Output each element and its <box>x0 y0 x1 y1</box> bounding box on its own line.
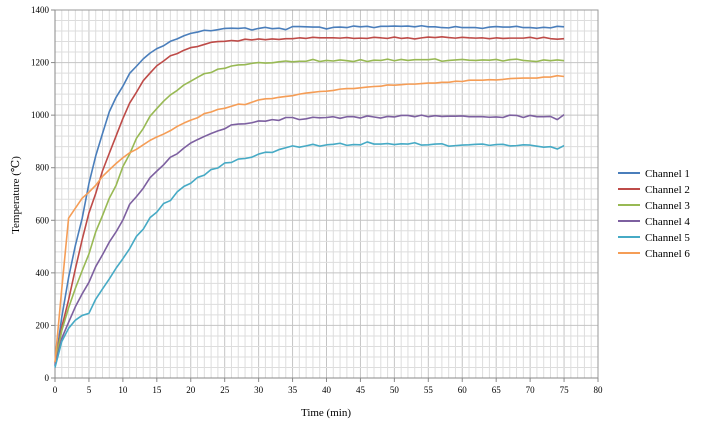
series-line-channel-2 <box>54 36 565 364</box>
legend-label-channel-4: Channel 4 <box>645 216 690 228</box>
x-tick-label: 5 <box>87 385 92 395</box>
x-tick-label: 75 <box>560 385 570 395</box>
x-tick-label: 25 <box>220 385 230 395</box>
legend-label-channel-1: Channel 1 <box>645 168 690 180</box>
y-tick-label: 400 <box>36 268 50 278</box>
y-tick-label: 800 <box>36 163 50 173</box>
legend-label-channel-2: Channel 2 <box>645 184 690 196</box>
legend-label-channel-3: Channel 3 <box>645 200 690 212</box>
y-tick-label: 1200 <box>31 58 50 68</box>
x-tick-label: 65 <box>492 385 502 395</box>
series-line-channel-4 <box>54 113 565 366</box>
y-tick-label: 200 <box>36 320 50 330</box>
x-tick-label: 70 <box>526 385 536 395</box>
series-line-channel-6 <box>54 74 565 363</box>
series-line-channel-5 <box>54 141 565 368</box>
legend-label-channel-6: Channel 6 <box>645 248 690 260</box>
x-tick-label: 30 <box>254 385 264 395</box>
y-tick-label: 1400 <box>31 5 50 15</box>
series-line-channel-1 <box>54 24 565 367</box>
series-line-channel-3 <box>54 58 565 363</box>
y-axis-title: Temperature (℃) <box>10 156 22 234</box>
x-tick-label: 60 <box>458 385 468 395</box>
x-tick-label: 10 <box>118 385 128 395</box>
x-tick-label: 45 <box>356 385 366 395</box>
legend-label-channel-5: Channel 5 <box>645 232 690 244</box>
x-tick-label: 55 <box>424 385 434 395</box>
x-tick-label: 0 <box>53 385 58 395</box>
x-tick-label: 20 <box>186 385 196 395</box>
x-axis-title: Time (min) <box>301 407 351 419</box>
x-tick-label: 50 <box>390 385 400 395</box>
y-tick-label: 600 <box>36 215 50 225</box>
y-tick-label: 1000 <box>31 110 50 120</box>
data-series <box>54 24 565 368</box>
x-tick-label: 15 <box>152 385 162 395</box>
axes <box>51 9 599 382</box>
y-tick-label: 0 <box>45 373 50 383</box>
x-tick-label: 35 <box>288 385 298 395</box>
x-tick-labels: 0 5 10 15 20 25 30 35 40 45 50 55 60 65 70 75 80 <box>53 385 603 395</box>
x-tick-label: 40 <box>322 385 332 395</box>
legend: Channel 1 Channel 2 Channel 3 Channel 4 Chan… <box>618 168 690 260</box>
x-tick-label: 80 <box>594 385 604 395</box>
y-tick-labels: 0 200 400 600 800 1000 1200 1400 <box>31 5 50 383</box>
